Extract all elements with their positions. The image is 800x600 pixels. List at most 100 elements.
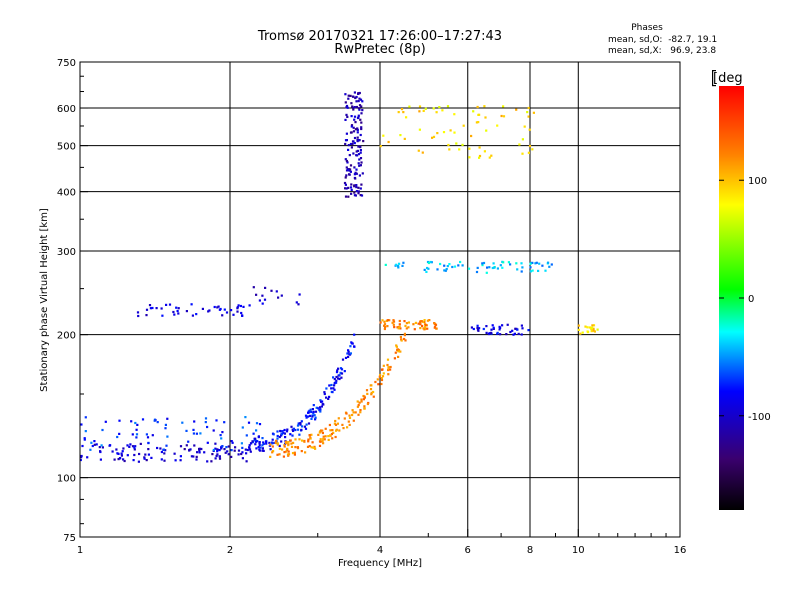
data-point [348, 423, 351, 426]
data-point [115, 448, 118, 451]
data-point [337, 367, 340, 370]
data-point [502, 261, 505, 264]
data-point [80, 454, 83, 458]
data-point [348, 154, 351, 157]
data-point [359, 164, 362, 167]
data-point [417, 149, 420, 152]
series-trace-near-280-km [384, 260, 553, 274]
data-point [278, 444, 281, 447]
data-point [352, 419, 355, 422]
data-point [361, 109, 364, 112]
data-point [431, 136, 434, 139]
data-point [254, 437, 257, 440]
data-point [355, 190, 358, 193]
data-point [359, 411, 362, 414]
data-point [216, 306, 219, 309]
data-point [344, 139, 348, 142]
data-point [278, 435, 281, 439]
data-point [312, 446, 315, 449]
data-point [330, 387, 333, 390]
data-point [353, 115, 357, 118]
data-point [116, 452, 119, 455]
data-point [397, 327, 400, 330]
data-point [363, 405, 366, 408]
data-point [481, 264, 484, 267]
data-point [317, 407, 320, 410]
series-e-sporadic-trace-1-3-2-2-mhz [136, 303, 251, 318]
data-point [261, 449, 264, 452]
data-point [139, 442, 142, 445]
data-point [241, 426, 244, 429]
data-point [300, 428, 303, 431]
data-point [351, 409, 354, 412]
data-point [477, 329, 480, 332]
data-point [405, 327, 408, 330]
data-point [293, 451, 296, 454]
data-point [362, 140, 365, 143]
data-point [358, 158, 361, 161]
data-point [323, 392, 326, 396]
data-point [449, 129, 452, 132]
data-point [290, 445, 294, 448]
data-point [384, 263, 387, 266]
data-point [579, 332, 582, 335]
data-point [344, 356, 348, 359]
data-point [336, 422, 339, 425]
data-point [398, 323, 401, 326]
data-point [261, 294, 264, 297]
data-point [257, 435, 260, 438]
data-point [312, 404, 315, 407]
series-f-layer-x-mode-trace [269, 332, 407, 458]
data-point [280, 434, 283, 437]
data-point [134, 445, 137, 448]
data-point [353, 118, 356, 121]
data-point [515, 262, 518, 265]
data-point [355, 105, 358, 109]
colorbar-label-bracket-top [712, 70, 716, 72]
data-point [357, 404, 360, 407]
data-point [421, 151, 424, 154]
data-point [215, 419, 218, 422]
data-point [382, 364, 385, 367]
data-point [363, 395, 366, 398]
data-point [104, 420, 107, 423]
data-point [353, 333, 356, 336]
data-point [529, 262, 532, 265]
data-point [403, 137, 406, 140]
colorbar-label-bracket [712, 70, 714, 86]
data-point [120, 454, 123, 457]
data-point [155, 307, 158, 310]
data-point [404, 339, 407, 342]
data-point [424, 107, 427, 110]
data-point [476, 324, 479, 327]
data-point [350, 115, 353, 118]
data-point [387, 373, 390, 376]
data-point [393, 326, 396, 329]
data-point [204, 421, 207, 424]
data-point [314, 447, 317, 450]
data-point [357, 92, 360, 95]
data-point [358, 108, 361, 111]
data-point [347, 186, 350, 189]
data-point [248, 304, 251, 307]
data-point [356, 131, 359, 134]
data-point [143, 456, 146, 459]
data-point [498, 328, 501, 331]
data-point [206, 425, 209, 429]
data-point [349, 170, 352, 173]
data-point [145, 314, 148, 317]
data-point [381, 375, 385, 378]
data-point [378, 375, 381, 378]
data-point [300, 450, 303, 453]
data-point [147, 448, 150, 451]
data-point [321, 400, 324, 403]
data-point [349, 345, 352, 348]
data-point [248, 444, 251, 447]
data-point [89, 448, 92, 451]
data-point [270, 289, 273, 292]
data-point [221, 431, 224, 434]
data-point [421, 320, 424, 323]
data-point [344, 101, 347, 104]
data-point [86, 456, 89, 459]
data-point [520, 262, 523, 265]
